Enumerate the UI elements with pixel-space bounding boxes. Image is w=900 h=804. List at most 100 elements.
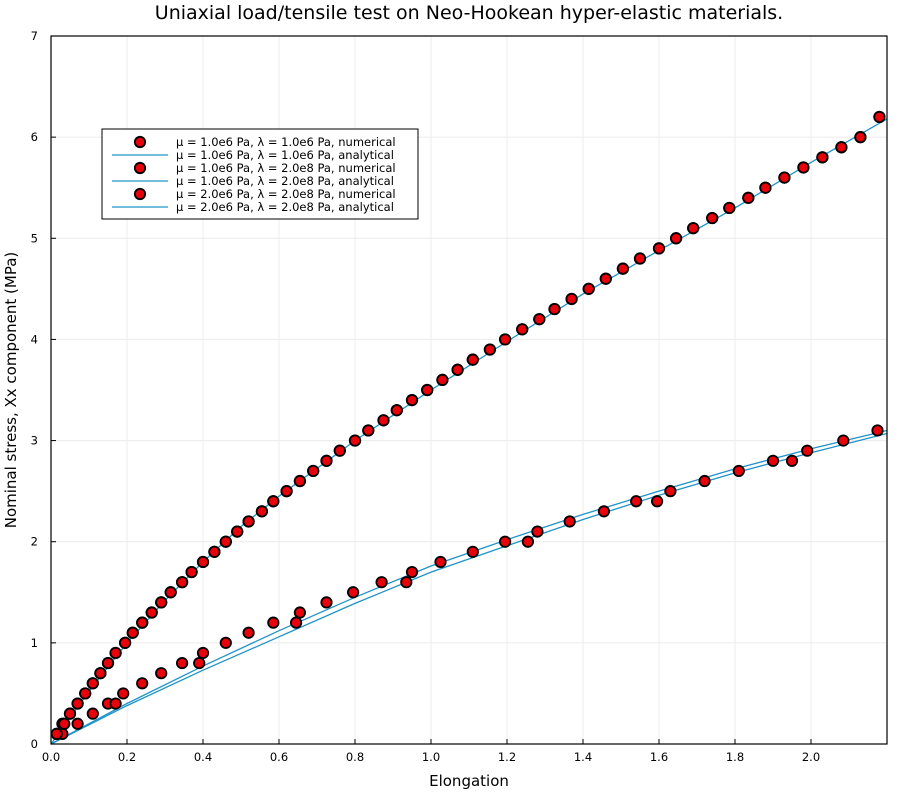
legend-box	[101, 128, 419, 220]
data-point-series-4	[742, 191, 755, 204]
data-point-series-0	[193, 656, 206, 670]
data-point-series-4	[516, 323, 529, 336]
data-point-series-0	[196, 646, 210, 660]
data-point-series-0	[109, 697, 122, 710]
x-tick-label: 2.0	[802, 750, 820, 764]
data-point-series-0	[242, 626, 255, 639]
data-point-series-4	[669, 232, 683, 245]
data-point-series-4	[79, 687, 92, 700]
legend-label: μ = 1.0e6 Pa, λ = 1.0e6 Pa, analytical	[176, 148, 394, 162]
data-point-series-4	[565, 292, 578, 306]
data-point-series-4	[196, 555, 210, 569]
data-point-series-4	[219, 535, 232, 548]
x-tick-label: 0.6	[270, 750, 288, 764]
x-tick-label: 1.2	[498, 750, 516, 764]
chart-title: Uniaxial load/tensile test on Neo-Hookea…	[155, 2, 783, 24]
data-point-series-0	[289, 616, 303, 629]
data-point-series-0	[521, 535, 535, 548]
data-point-series-4	[483, 343, 496, 356]
data-point-series-0	[698, 474, 711, 488]
data-point-series-4	[706, 211, 719, 225]
x-tick-label: 0.0	[42, 750, 60, 764]
data-point-series-4	[109, 646, 122, 660]
data-point-series-4	[362, 424, 375, 437]
data-point-series-0	[498, 535, 512, 548]
data-point-series-4	[377, 414, 390, 427]
data-point-series-4	[164, 586, 177, 599]
data-point-series-0	[320, 596, 333, 609]
series-line-1	[50, 432, 888, 745]
data-point-series-0	[871, 424, 884, 437]
data-point-series-0	[400, 576, 413, 589]
x-tick-label: 1.6	[650, 750, 668, 764]
data-point-series-4	[816, 151, 829, 164]
data-point-series-4	[582, 282, 595, 295]
data-point-series-4	[320, 454, 333, 467]
data-point-series-4	[723, 201, 736, 215]
axis-ticks: 0.0 0.2 0.4 0.6 0.8 1.0 1.2 1.4 1.6 1.8 2.0 0 1 2 3 4 5 6…	[31, 29, 820, 764]
data-point-series-4	[176, 576, 189, 589]
data-point-series-0	[630, 495, 643, 508]
data-point-series-4	[267, 495, 280, 508]
data-point-series-4	[873, 110, 886, 124]
data-point-series-0	[531, 525, 544, 538]
data-point-series-4	[333, 444, 346, 457]
legend-marker-icon	[133, 161, 147, 175]
data-point-series-0	[732, 464, 745, 478]
data-point-series-4	[242, 515, 255, 528]
x-tick-label: 0.8	[346, 750, 364, 764]
data-point-series-0	[664, 485, 677, 498]
data-point-series-0	[375, 576, 388, 589]
data-point-series-4	[348, 434, 362, 447]
data-point-series-0	[801, 444, 814, 457]
legend-label: μ = 1.0e6 Pa, λ = 1.0e6 Pa, numerical	[176, 135, 396, 149]
data-point-series-0	[136, 677, 149, 690]
data-point-series-4	[835, 141, 848, 154]
data-point-series-0	[267, 616, 280, 629]
y-tick-label: 4	[31, 332, 38, 346]
data-point-series-0	[86, 707, 99, 720]
data-point-series-0	[434, 555, 447, 569]
data-point-series-4	[436, 373, 449, 386]
x-tick-label: 1.0	[422, 750, 440, 764]
y-tick-label: 2	[31, 535, 38, 549]
legend-marker-icon	[133, 187, 147, 201]
data-point-series-0	[346, 586, 360, 599]
x-axis-label: Elongation	[429, 772, 509, 790]
data-point-series-4	[687, 222, 700, 235]
data-point-series-4	[126, 626, 139, 639]
data-point-series-4	[58, 717, 71, 730]
data-point-series-0	[219, 636, 232, 649]
y-tick-label: 1	[31, 636, 38, 650]
y-tick-label: 7	[31, 29, 38, 43]
data-point-series-4	[759, 181, 772, 194]
x-tick-label: 1.8	[726, 750, 744, 764]
x-tick-label: 0.2	[118, 750, 136, 764]
data-point-series-4	[797, 161, 810, 174]
y-tick-label: 0	[31, 737, 38, 751]
data-point-series-4	[405, 394, 419, 407]
data-point-series-4	[533, 313, 546, 326]
data-point-series-4	[616, 262, 630, 275]
data-point-series-4	[390, 404, 403, 417]
data-point-series-0	[466, 545, 479, 558]
data-point-series-0	[766, 454, 780, 467]
y-tick-label: 6	[31, 130, 38, 144]
data-point-series-0	[117, 687, 130, 700]
data-point-series-0	[650, 495, 664, 508]
data-point-series-4	[498, 333, 512, 346]
data-point-series-4	[599, 272, 612, 285]
data-point-series-4	[63, 707, 77, 720]
x-tick-label: 0.4	[194, 750, 212, 764]
data-point-series-4	[280, 485, 293, 498]
data-point-series-4	[652, 242, 666, 255]
y-axis-label: Nominal stress, Xx component (MPa)	[2, 252, 20, 529]
data-point-series-0	[563, 515, 576, 528]
data-point-series-4	[307, 464, 320, 478]
data-point-series-4	[466, 353, 479, 366]
legend-label: μ = 2.0e6 Pa, λ = 2.0e8 Pa, numerical	[176, 187, 396, 201]
data-point-series-4	[255, 505, 268, 518]
legend-label: μ = 1.0e6 Pa, λ = 2.0e8 Pa, numerical	[176, 161, 396, 175]
